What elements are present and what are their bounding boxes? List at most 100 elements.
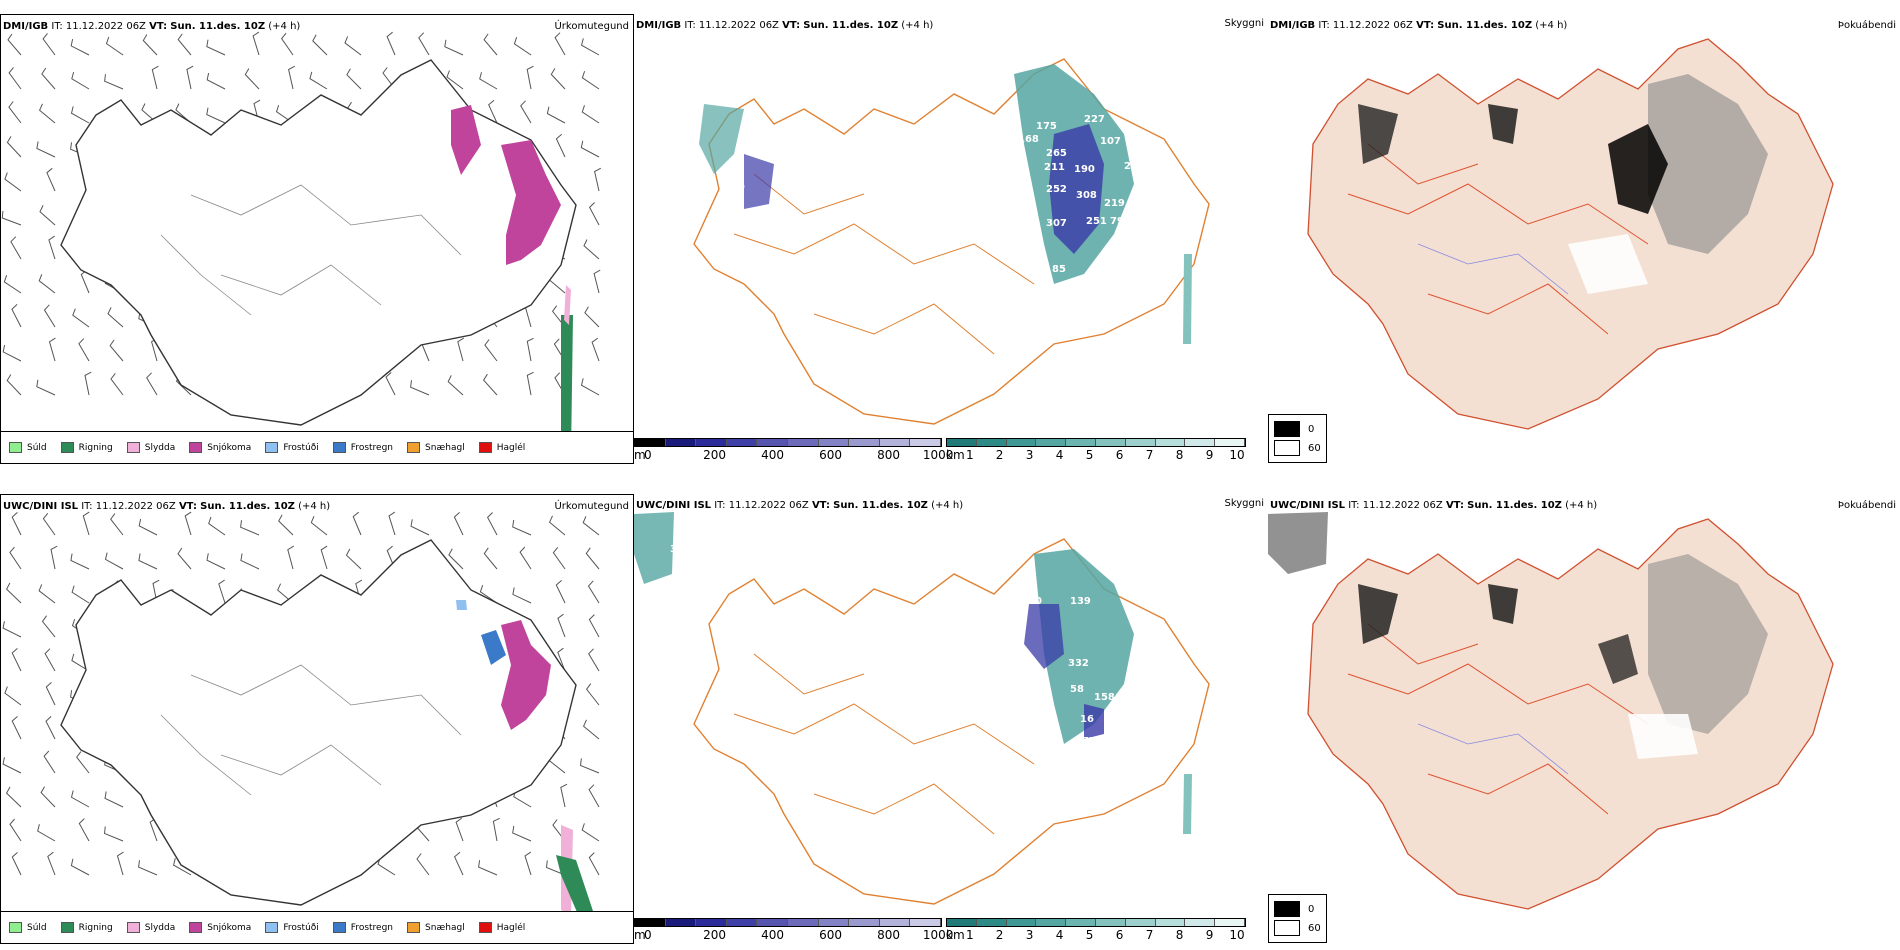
legend-item: Súld xyxy=(9,442,47,453)
height-scale-labels: m 0 200 400 600 800 1000 xyxy=(634,928,954,942)
legend-item: Snjókoma xyxy=(189,922,251,933)
vis-label: 112 xyxy=(810,646,831,657)
legend-swatch xyxy=(265,442,279,453)
legend-swatch xyxy=(478,922,492,933)
precip-type-panel-top: DMI/IGB IT: 11.12.2022 06Z VT: Sun. 11.d… xyxy=(0,14,634,464)
vis-label: 211 xyxy=(1044,162,1065,173)
legend-item: Frostregn xyxy=(332,442,393,453)
km-scale-bar xyxy=(946,438,1246,447)
vis-label: 20 xyxy=(1028,596,1042,607)
vis-label: 190 xyxy=(1074,164,1095,175)
legend-swatch xyxy=(9,922,22,933)
vis-label: 255 xyxy=(1124,161,1145,172)
panel-title: DMI/IGB IT: 11.12.2022 06Z VT: Sun. 11.d… xyxy=(1270,20,1568,31)
km-scale: km 1 2 3 4 5 6 7 8 9 10 xyxy=(946,438,1246,463)
vis-label: 85 xyxy=(1052,264,1066,275)
fog-panel-top: DMI/IGB IT: 11.12.2022 06Z VT: Sun. 11.d… xyxy=(1268,14,1900,464)
height-scale-labels: m 0 200 400 600 800 1000 xyxy=(634,448,954,462)
vis-label: 251 xyxy=(1086,216,1107,227)
legend-item: Snjókoma xyxy=(189,442,251,453)
vis-label: 107 xyxy=(1100,136,1121,147)
height-scale-bar xyxy=(634,438,942,447)
legend-swatch xyxy=(332,442,346,453)
vis-label: 175 xyxy=(1036,121,1057,132)
legend-item: Slydda xyxy=(126,922,175,933)
vis-label: 219 xyxy=(1104,198,1125,209)
legend-item: Rigning xyxy=(60,442,113,453)
visibility-panel-top: DMI/IGB IT: 11.12.2022 06Z VT: Sun. 11.d… xyxy=(634,14,1268,464)
km-scale: km 1 2 3 4 5 6 7 8 9 10 xyxy=(946,918,1246,943)
legend-item: Snæhagl xyxy=(407,922,465,933)
vis-label: 307 xyxy=(1046,218,1067,229)
vis-label: 100 xyxy=(724,182,745,193)
panel-title: DMI/IGB IT: 11.12.2022 06Z VT: Sun. 11.d… xyxy=(636,20,934,31)
fog-legend-row: 60 xyxy=(1274,920,1321,936)
panel-subtitle: Skyggni xyxy=(1224,498,1264,509)
iceland-map-fog xyxy=(1268,512,1834,910)
iceland-map-fog xyxy=(1307,38,1834,430)
legend-swatch xyxy=(407,442,421,453)
legend-swatch xyxy=(60,442,74,453)
vis-label: 168 xyxy=(1018,134,1039,145)
height-scale-bar xyxy=(634,918,942,927)
iceland-map-visibility: 175 227 168 265 211 190 107 255 252 308 … xyxy=(693,58,1210,425)
fog-legend: 0 60 xyxy=(1268,414,1327,463)
vis-label: 69 xyxy=(888,118,902,129)
vis-label: 158 xyxy=(1094,692,1115,703)
legend-item: Frostúði xyxy=(265,922,319,933)
fog-legend: 0 60 xyxy=(1268,894,1327,943)
visibility-panel-bottom: UWC/DINI ISL IT: 11.12.2022 06Z VT: Sun.… xyxy=(634,494,1268,944)
iceland-map-precip xyxy=(1,31,602,455)
vis-label: 227 xyxy=(1084,114,1105,125)
vis-label: 58 xyxy=(1070,684,1084,695)
panel-title: UWC/DINI ISL IT: 11.12.2022 06Z VT: Sun.… xyxy=(1270,500,1598,511)
legend-swatch xyxy=(126,922,140,933)
fog-legend-row: 0 xyxy=(1274,421,1321,437)
precip-legend: Súld Rigning Slydda Snjókoma Frostúði Fr… xyxy=(1,911,633,943)
precip-legend: Súld Rigning Slydda Snjókoma Frostúði Fr… xyxy=(1,431,633,463)
km-scale-labels: km 1 2 3 4 5 6 7 8 9 10 xyxy=(946,928,1245,942)
panel-subtitle: Þokuábendi xyxy=(1837,20,1896,31)
panel-subtitle: Þokuábendi xyxy=(1837,500,1896,511)
legend-swatch xyxy=(189,442,203,453)
km-scale-bar xyxy=(946,918,1246,927)
panel-subtitle: Úrkomutegund xyxy=(554,501,629,512)
vis-label: 332 xyxy=(1068,658,1089,669)
legend-swatch xyxy=(126,442,140,453)
panel-subtitle: Úrkomutegund xyxy=(554,21,629,32)
legend-item: Súld xyxy=(9,922,47,933)
legend-item: Frostregn xyxy=(332,922,393,933)
vis-label: 308 xyxy=(1076,190,1097,201)
panel-title: DMI/IGB IT: 11.12.2022 06Z VT: Sun. 11.d… xyxy=(3,21,301,32)
vis-label: 139 xyxy=(1070,596,1091,607)
vis-label: 265 xyxy=(1046,148,1067,159)
panel-subtitle: Skyggni xyxy=(1224,18,1264,29)
legend-item: Frostúði xyxy=(265,442,319,453)
legend-swatch xyxy=(478,442,492,453)
height-scale: m 0 200 400 600 800 1000 xyxy=(634,438,954,463)
fog-panel-bottom: UWC/DINI ISL IT: 11.12.2022 06Z VT: Sun.… xyxy=(1268,494,1900,944)
legend-item: Rigning xyxy=(60,922,113,933)
legend-swatch xyxy=(9,442,22,453)
vis-label: 79 xyxy=(1110,216,1124,227)
legend-swatch xyxy=(265,922,279,933)
fog-legend-row: 0 xyxy=(1274,901,1321,917)
vis-label: 551 xyxy=(1118,692,1139,703)
vis-label: 77 xyxy=(1082,736,1096,747)
vis-label: 252 xyxy=(1046,184,1067,195)
legend-swatch xyxy=(332,922,346,933)
legend-item: Snæhagl xyxy=(407,442,465,453)
legend-swatch xyxy=(189,922,203,933)
legend-item: Haglél xyxy=(478,442,525,453)
vis-label: 34 xyxy=(670,544,684,555)
legend-swatch xyxy=(60,922,74,933)
legend-item: Haglél xyxy=(478,922,525,933)
height-scale: m 0 200 400 600 800 1000 xyxy=(634,918,954,943)
precip-type-panel-bottom: UWC/DINI ISL IT: 11.12.2022 06Z VT: Sun.… xyxy=(0,494,634,944)
vis-label: 15 xyxy=(716,234,730,245)
legend-item: Slydda xyxy=(126,442,175,453)
km-scale-labels: km 1 2 3 4 5 6 7 8 9 10 xyxy=(946,448,1245,462)
vis-label: 16 xyxy=(1080,714,1094,725)
iceland-map-precip xyxy=(2,511,601,940)
legend-swatch xyxy=(407,922,421,933)
